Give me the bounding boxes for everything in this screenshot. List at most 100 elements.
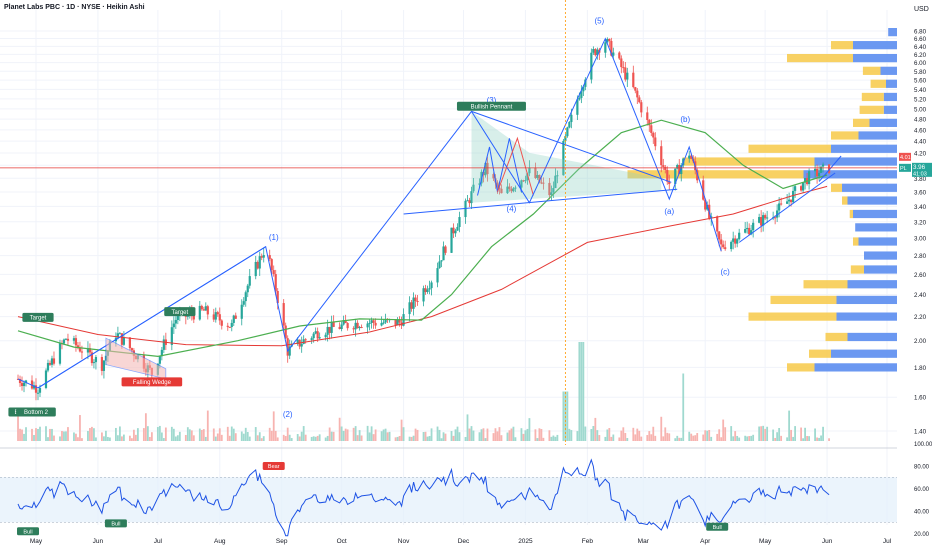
volume-bar (470, 426, 473, 441)
candle-body (668, 181, 671, 185)
volume-bar (624, 432, 627, 441)
volume-profile-row-down (682, 157, 815, 166)
candle-body (200, 305, 203, 310)
volume-bar (708, 429, 711, 441)
volume-profile-row-up (831, 144, 897, 153)
candle-body (610, 40, 613, 56)
time-axis-tick: Dec (458, 538, 470, 545)
candle-body (170, 327, 173, 345)
volume-profile-row-down (787, 363, 815, 372)
price-axis-tick: 2.80 (914, 253, 927, 260)
candle-body (412, 297, 415, 309)
candle-body (212, 314, 215, 320)
volume-bar (21, 429, 23, 441)
candle-body (496, 182, 499, 188)
volume-bar (818, 437, 820, 441)
volume-profile-row-down (748, 312, 837, 321)
volume-bar (450, 431, 453, 441)
candle-body (554, 175, 557, 189)
time-axis-tick: Jun (93, 538, 104, 545)
candle-body (74, 338, 78, 346)
candle-body (34, 385, 38, 393)
candle-body (296, 339, 299, 344)
candle-body (282, 303, 285, 326)
volume-bar (342, 430, 345, 441)
rsi-signal-tag: Bull (706, 522, 729, 531)
candle-body (522, 180, 525, 182)
candle-body (718, 231, 721, 240)
volume-bar (186, 427, 189, 441)
rsi-signal-label: Bull (111, 521, 120, 527)
candle-body (815, 168, 819, 177)
volume-bar (120, 436, 123, 441)
volume-bar (128, 435, 131, 441)
volume-profile-row-up (847, 332, 897, 342)
candle-body (52, 358, 56, 364)
volume-bar (508, 430, 511, 441)
volume-bar (170, 426, 173, 441)
volume-profile-row-up (858, 131, 897, 140)
candle-body (128, 337, 131, 349)
wave-label: (5) (594, 17, 604, 26)
volume-bar (282, 434, 285, 441)
volume-bar (678, 437, 681, 441)
candle-body (819, 166, 823, 173)
volume-bar (578, 342, 581, 441)
volume-profile-row-up (855, 223, 897, 232)
volume-bar (620, 430, 623, 441)
candle-body (62, 339, 66, 344)
volume-bar (584, 426, 587, 441)
volume-bar (800, 427, 803, 441)
volume-bar (436, 426, 439, 441)
volume-bar (262, 436, 265, 441)
volume-bar (732, 436, 735, 441)
pattern-tag-label: Bullish Pennant (471, 104, 513, 110)
candle-body (748, 227, 751, 235)
candle-body (774, 217, 777, 219)
candle-body (86, 348, 90, 353)
candle-body (827, 164, 831, 173)
volume-bars (17, 342, 830, 441)
candle-body (206, 306, 209, 315)
price-axis-tick: 5.20 (914, 96, 927, 103)
moving-average-long (17, 185, 828, 347)
candle-body (688, 155, 691, 159)
candle-body (584, 79, 587, 87)
candle-body (792, 190, 795, 203)
candle-body (254, 261, 257, 277)
volume-bar (696, 433, 699, 441)
volume-bar (822, 426, 824, 441)
volume-bar (522, 433, 525, 441)
pattern-tag-bg (164, 307, 196, 317)
candle-body (354, 322, 357, 330)
volume-bar (244, 427, 247, 441)
candle-body (46, 362, 50, 371)
candle-body (58, 343, 62, 364)
volume-bar (538, 428, 541, 441)
volume-bar (314, 436, 317, 441)
price-axis-tick: 4.80 (914, 117, 927, 124)
candle-body (752, 222, 755, 231)
volume-bar (354, 426, 357, 441)
volume-bar (63, 431, 65, 441)
candle-body (662, 165, 665, 167)
moving-average-short (17, 119, 828, 358)
volume-bar (748, 436, 751, 441)
volume-profile-row-down (748, 144, 831, 153)
volume-profile-row-up (842, 183, 897, 192)
time-axis-tick: May (759, 538, 772, 545)
volume-bar (144, 413, 147, 441)
volume-bar (606, 429, 609, 441)
volume-bar (802, 438, 804, 441)
candle-body (696, 170, 699, 181)
time-axis-tick: Nov (398, 538, 410, 545)
rsi-axis-tick: 60.00 (914, 487, 930, 493)
candle-body (426, 289, 429, 293)
volume-bar (536, 438, 539, 441)
volume-bar (172, 428, 175, 441)
volume-bar (596, 430, 599, 441)
wave-label: (3) (487, 96, 497, 105)
volume-bar (610, 436, 613, 441)
volume-bar (690, 433, 693, 441)
